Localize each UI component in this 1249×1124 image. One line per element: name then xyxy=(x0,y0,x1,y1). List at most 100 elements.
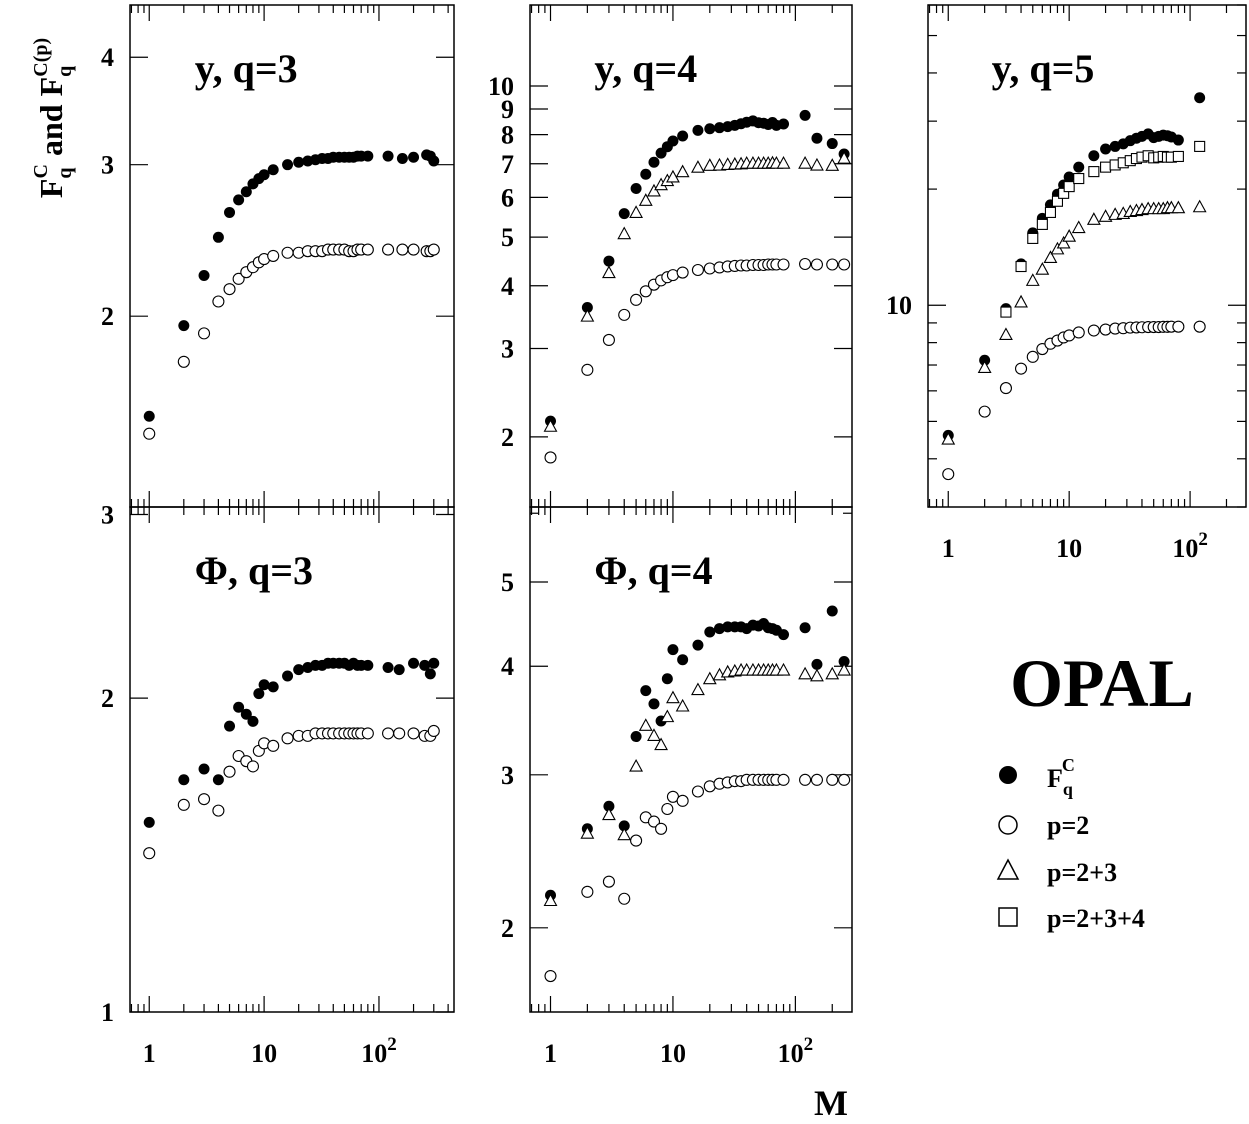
data-point xyxy=(396,243,409,256)
data-point xyxy=(826,258,839,271)
data-point xyxy=(267,164,279,176)
data-point xyxy=(232,272,245,285)
data-point xyxy=(267,681,279,693)
data-point xyxy=(1100,161,1112,173)
data-point xyxy=(223,765,236,778)
y-tick-label: 3 xyxy=(101,500,114,529)
data-point xyxy=(1000,306,1012,318)
legend-label-fc: FqC xyxy=(1047,755,1075,799)
data-point xyxy=(702,158,717,171)
series-open-circle xyxy=(942,320,1206,481)
data-point xyxy=(647,815,661,828)
data-point xyxy=(798,666,813,680)
series-open-circle xyxy=(544,257,851,464)
series-open-triangle xyxy=(543,151,852,432)
data-point xyxy=(543,893,558,907)
data-point xyxy=(602,333,615,346)
data-point xyxy=(281,246,294,259)
data-point xyxy=(1014,294,1028,308)
data-point xyxy=(798,155,813,169)
data-point xyxy=(825,666,840,680)
data-point xyxy=(223,283,236,296)
data-point xyxy=(618,892,631,905)
y-tick-label: 2 xyxy=(101,684,114,713)
data-point xyxy=(544,969,557,983)
y-tick-label: 3 xyxy=(501,334,514,363)
data-point xyxy=(618,208,630,220)
data-point xyxy=(799,109,811,121)
data-point xyxy=(676,266,689,279)
data-point xyxy=(647,183,661,197)
data-point xyxy=(212,774,224,786)
y-tick-label: 10 xyxy=(488,72,514,101)
data-point xyxy=(655,822,668,835)
data-point xyxy=(362,659,374,671)
data-point xyxy=(224,206,236,218)
data-point xyxy=(1087,324,1100,337)
data-point xyxy=(777,258,790,271)
data-point xyxy=(677,130,689,142)
x-tick-label: 102 xyxy=(361,1034,397,1068)
data-point xyxy=(630,182,642,194)
data-point xyxy=(428,155,440,167)
data-point xyxy=(197,793,211,806)
data-point xyxy=(427,724,440,738)
data-point xyxy=(602,875,615,888)
data-point xyxy=(1072,326,1085,339)
data-point xyxy=(267,249,280,262)
data-point xyxy=(382,661,394,673)
data-point xyxy=(282,670,294,682)
y-tick-label: 4 xyxy=(501,652,514,681)
data-point xyxy=(837,151,852,164)
y-tick-label: 5 xyxy=(501,223,514,252)
data-point xyxy=(282,159,294,171)
x-tick-label: 10 xyxy=(660,1039,686,1068)
data-point xyxy=(178,320,190,332)
data-point xyxy=(713,122,725,134)
y-tick-label: 3 xyxy=(101,151,114,180)
panel-title: Φ, q=3 xyxy=(195,548,313,593)
data-point xyxy=(212,295,225,308)
data-point xyxy=(1098,209,1113,222)
data-point xyxy=(629,205,644,218)
data-point xyxy=(393,664,405,676)
legend-label-p234: p=2+3+4 xyxy=(1047,904,1145,933)
x-tick-label: 102 xyxy=(778,1034,814,1068)
data-point xyxy=(293,664,305,676)
data-point xyxy=(704,123,716,135)
data-point xyxy=(581,885,594,898)
data-point xyxy=(212,804,225,817)
panel-frame xyxy=(927,4,1247,508)
data-point xyxy=(811,132,823,144)
data-point xyxy=(691,263,704,277)
data-point xyxy=(1073,172,1085,185)
data-point xyxy=(638,193,653,206)
data-point xyxy=(361,727,374,740)
data-point xyxy=(382,150,394,162)
legend-marker-open-triangle xyxy=(996,858,1020,880)
data-point xyxy=(618,820,630,832)
x-tick-label: 1 xyxy=(942,534,955,563)
panel-phi-q4: 2 3 4 5 1 10 102 Φ, q=4 xyxy=(501,506,853,1068)
data-point xyxy=(581,363,594,376)
data-point xyxy=(1192,199,1207,213)
data-point xyxy=(1088,166,1100,178)
data-point xyxy=(382,243,395,256)
y-tick-label: 2 xyxy=(501,423,514,452)
data-point xyxy=(639,285,652,298)
data-point xyxy=(618,308,631,321)
y-tick-label: 10 xyxy=(886,291,912,320)
data-point xyxy=(258,679,270,691)
data-point xyxy=(396,153,408,165)
data-point xyxy=(826,773,839,786)
data-point xyxy=(419,659,431,671)
data-point xyxy=(427,243,440,256)
y-tick-label: 6 xyxy=(501,183,514,212)
data-point xyxy=(778,629,790,641)
data-point xyxy=(1043,250,1058,264)
data-point xyxy=(776,155,791,169)
data-point xyxy=(362,150,374,162)
data-point xyxy=(143,427,156,440)
data-point xyxy=(1044,206,1056,218)
data-point xyxy=(777,773,790,786)
